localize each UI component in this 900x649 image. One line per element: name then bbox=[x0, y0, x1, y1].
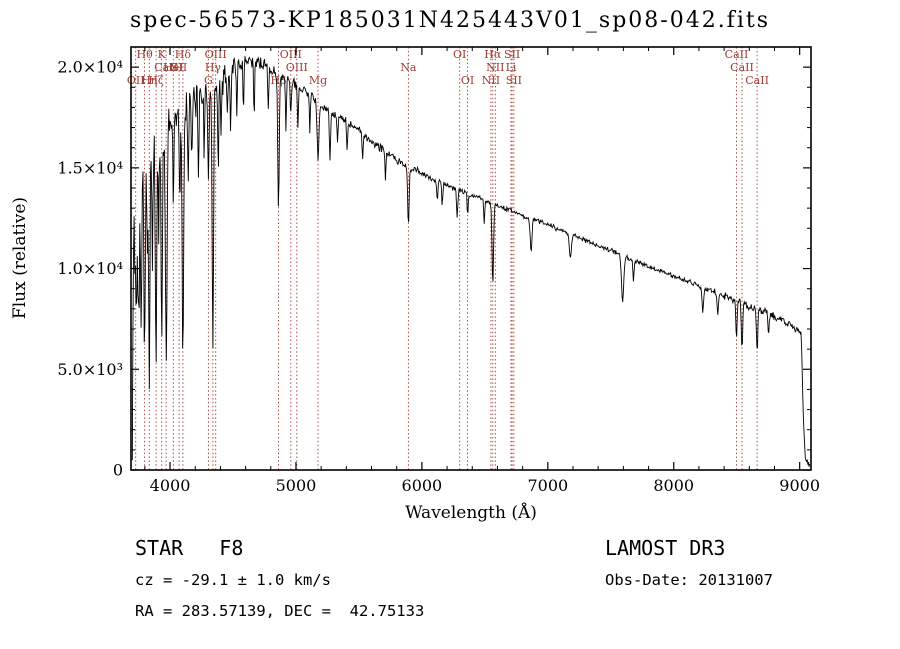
spectral-line-label: NII bbox=[482, 74, 500, 87]
plot-title: spec-56573-KP185031N425443V01_sp08-042.f… bbox=[130, 8, 770, 33]
spectral-line-label: HeI bbox=[163, 61, 183, 74]
spectral-line-label: Hγ bbox=[205, 61, 222, 74]
spectral-line-label: OIII bbox=[280, 48, 302, 61]
x-axis-label: Wavelength (Å) bbox=[405, 503, 537, 523]
spectral-line-label: CaII bbox=[725, 48, 749, 61]
spectral-line-label: OI bbox=[461, 74, 474, 87]
y-axis-tick-label: 5.0×10³ bbox=[57, 360, 123, 379]
y-axis-tick-label: 2.0×10⁴ bbox=[57, 58, 123, 77]
spectral-line-label: Mg bbox=[309, 74, 327, 87]
spectral-line-label: K bbox=[158, 48, 167, 61]
x-axis-tick-label: 7000 bbox=[527, 476, 568, 495]
classification-label: STAR F8 bbox=[135, 536, 244, 560]
spectral-line-label: CaII bbox=[730, 61, 754, 74]
spectral-line-label: Na bbox=[400, 61, 417, 74]
ra-dec-label: RA = 283.57139, DEC = 42.75133 bbox=[135, 602, 425, 620]
spectral-line-label: OIII bbox=[205, 48, 227, 61]
plot-frame bbox=[130, 46, 812, 471]
spectral-line-label: SII bbox=[171, 61, 187, 74]
spectral-line-label: Hδ bbox=[175, 48, 192, 61]
x-axis-tick-label: 5000 bbox=[276, 476, 317, 495]
redshift-velocity-label: cz = -29.1 ± 1.0 km/s bbox=[135, 571, 331, 589]
spectral-line-label: OIII bbox=[286, 61, 308, 74]
spectral-line-label: OI bbox=[453, 48, 466, 61]
x-axis-tick-label: 8000 bbox=[653, 476, 694, 495]
spectral-line-label: NII bbox=[486, 61, 504, 74]
spectrum-trace bbox=[131, 56, 811, 467]
spectral-line-label: SII bbox=[506, 74, 522, 87]
x-axis-tick-label: 4000 bbox=[150, 476, 191, 495]
x-axis-tick-label: 9000 bbox=[779, 476, 820, 495]
y-axis-tick-label: 0 bbox=[113, 461, 123, 480]
spectral-line-label: Hη bbox=[141, 74, 157, 87]
y-axis-tick-label: 1.5×10⁴ bbox=[57, 158, 123, 177]
spectral-line-label: CaII bbox=[745, 74, 769, 87]
y-axis-tick-label: 1.0×10⁴ bbox=[57, 259, 123, 278]
survey-release-label: LAMOST DR3 bbox=[605, 536, 726, 560]
obs-date-label: Obs-Date: 20131007 bbox=[605, 571, 773, 589]
spectral-line-label: CaII bbox=[154, 61, 178, 74]
spectral-line-label: Hα bbox=[484, 48, 502, 61]
spectral-line-label: Hζ bbox=[148, 74, 164, 87]
spectral-line-label: Li bbox=[506, 61, 517, 74]
x-axis-tick-label: 6000 bbox=[402, 476, 443, 495]
spectral-line-label: G bbox=[204, 74, 213, 87]
spectral-line-label: Hβ bbox=[271, 74, 287, 87]
spectral-line-label: SII bbox=[504, 48, 520, 61]
